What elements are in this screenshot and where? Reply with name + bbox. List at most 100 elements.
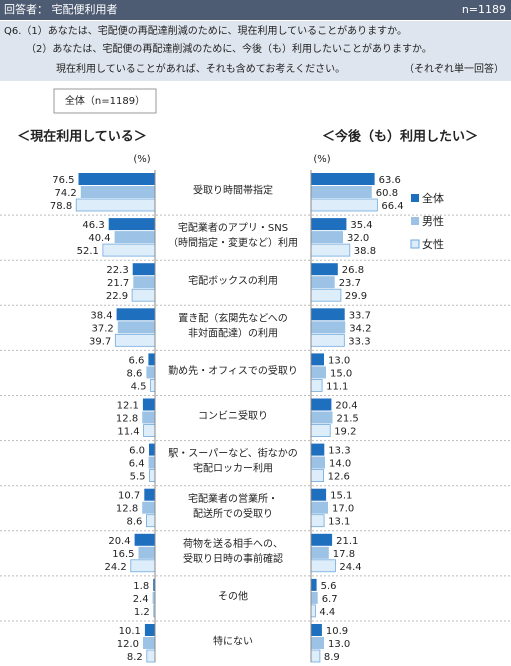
value-label: 14.0 xyxy=(329,459,351,470)
value-label: 5.6 xyxy=(321,581,337,592)
category-label: コンビニ受取り xyxy=(198,410,268,422)
bar xyxy=(311,366,326,379)
bar xyxy=(310,649,321,663)
value-label: 63.6 xyxy=(379,175,401,186)
bar xyxy=(75,198,156,212)
bar xyxy=(152,591,155,604)
value-label: 4.4 xyxy=(319,607,335,618)
value-label: 23.7 xyxy=(339,278,361,289)
value-label: 74.2 xyxy=(55,188,77,199)
bar xyxy=(310,243,351,257)
value-label: 20.4 xyxy=(335,401,357,412)
category-label: 配送所での受取り xyxy=(193,507,273,520)
value-label: 10.9 xyxy=(326,626,348,637)
bar xyxy=(310,378,323,392)
value-label: 12.8 xyxy=(116,504,138,515)
bar xyxy=(311,488,327,501)
category-label: 非対面配達）の利用 xyxy=(188,326,278,339)
value-label: 38.4 xyxy=(90,310,112,321)
bar xyxy=(311,398,332,411)
value-label: 19.2 xyxy=(334,427,356,438)
bar xyxy=(311,186,372,198)
bar xyxy=(311,624,322,636)
bar xyxy=(311,533,333,546)
category-label: 駅・スーパーなど、街なかの xyxy=(168,447,297,460)
bar xyxy=(311,308,345,321)
legend-swatch xyxy=(411,194,419,202)
value-label: 46.3 xyxy=(82,220,104,231)
value-label: 38.8 xyxy=(354,246,376,257)
value-label: 21.5 xyxy=(337,414,359,425)
category-label: 宅配ロッカー利用 xyxy=(193,462,273,475)
bar xyxy=(311,276,335,289)
bar xyxy=(117,321,155,334)
bar xyxy=(132,263,155,276)
bar xyxy=(311,456,325,469)
value-label: 20.4 xyxy=(108,536,130,547)
value-label: 66.4 xyxy=(381,201,403,212)
value-label: 13.0 xyxy=(328,355,350,366)
value-label: 6.7 xyxy=(322,594,338,605)
value-label: 32.0 xyxy=(347,233,369,244)
value-label: 35.4 xyxy=(350,220,372,231)
value-label: 52.1 xyxy=(77,246,99,257)
bar xyxy=(143,637,155,649)
bar xyxy=(146,649,156,663)
bar xyxy=(102,243,156,257)
value-label: 11.1 xyxy=(326,381,348,392)
value-label: 22.9 xyxy=(106,291,128,302)
value-label: 1.8 xyxy=(133,581,149,592)
bar xyxy=(148,353,155,366)
value-label: 16.5 xyxy=(112,549,134,560)
bar xyxy=(310,333,345,347)
value-label: 12.8 xyxy=(116,414,138,425)
bar xyxy=(310,424,331,437)
value-label: 10.7 xyxy=(118,491,140,502)
bar xyxy=(149,469,156,483)
value-label: 13.1 xyxy=(328,517,350,528)
respondents: 回答者： 宅配便利用者 xyxy=(4,2,118,16)
bar xyxy=(142,398,155,411)
category-label: 宅配業者の営業所・ xyxy=(188,492,278,505)
value-label: 21.1 xyxy=(336,536,358,547)
category-label: その他 xyxy=(218,589,248,602)
value-label: 17.0 xyxy=(332,504,354,515)
bar xyxy=(153,578,155,591)
question-box xyxy=(0,21,511,81)
legend-label: 全体 xyxy=(422,191,444,205)
value-label: 13.0 xyxy=(328,639,350,650)
value-label: 78.8 xyxy=(50,201,72,212)
value-label: 6.0 xyxy=(129,446,145,457)
value-label: 40.4 xyxy=(88,233,110,244)
panel-title: ＜現在利用している＞ xyxy=(17,129,147,145)
legend-label: 女性 xyxy=(422,237,444,251)
bar xyxy=(311,173,375,185)
value-label: 8.6 xyxy=(126,517,142,528)
bar xyxy=(311,578,317,591)
note: （それぞれ単一回答） xyxy=(404,62,504,75)
value-label: 60.8 xyxy=(376,188,398,199)
value-label: 24.2 xyxy=(105,562,127,573)
value-label: 6.4 xyxy=(129,459,145,470)
unit: (%) xyxy=(313,154,330,165)
value-label: 26.8 xyxy=(342,265,364,276)
bar xyxy=(311,263,338,276)
base: 全体（n=1189） xyxy=(65,94,145,107)
bar xyxy=(310,559,336,573)
value-label: 15.1 xyxy=(330,491,352,502)
bar xyxy=(148,456,155,469)
bar xyxy=(311,321,346,334)
unit: (%) xyxy=(133,154,150,165)
category-label: 宅配業者のアプリ・SNS xyxy=(178,221,288,234)
value-label: 1.2 xyxy=(134,607,150,618)
bar xyxy=(142,411,155,424)
bar xyxy=(310,469,325,483)
bar xyxy=(310,604,316,618)
bar xyxy=(114,231,155,244)
category-label: 勤め先・オフィスでの受取り xyxy=(168,364,298,377)
value-label: 11.4 xyxy=(117,427,139,438)
question: Q6.（1）あなたは、宅配便の再配達削減のために、現在利用していることがあります… xyxy=(4,24,407,37)
value-label: 2.4 xyxy=(133,594,149,605)
value-label: 76.5 xyxy=(52,175,74,186)
